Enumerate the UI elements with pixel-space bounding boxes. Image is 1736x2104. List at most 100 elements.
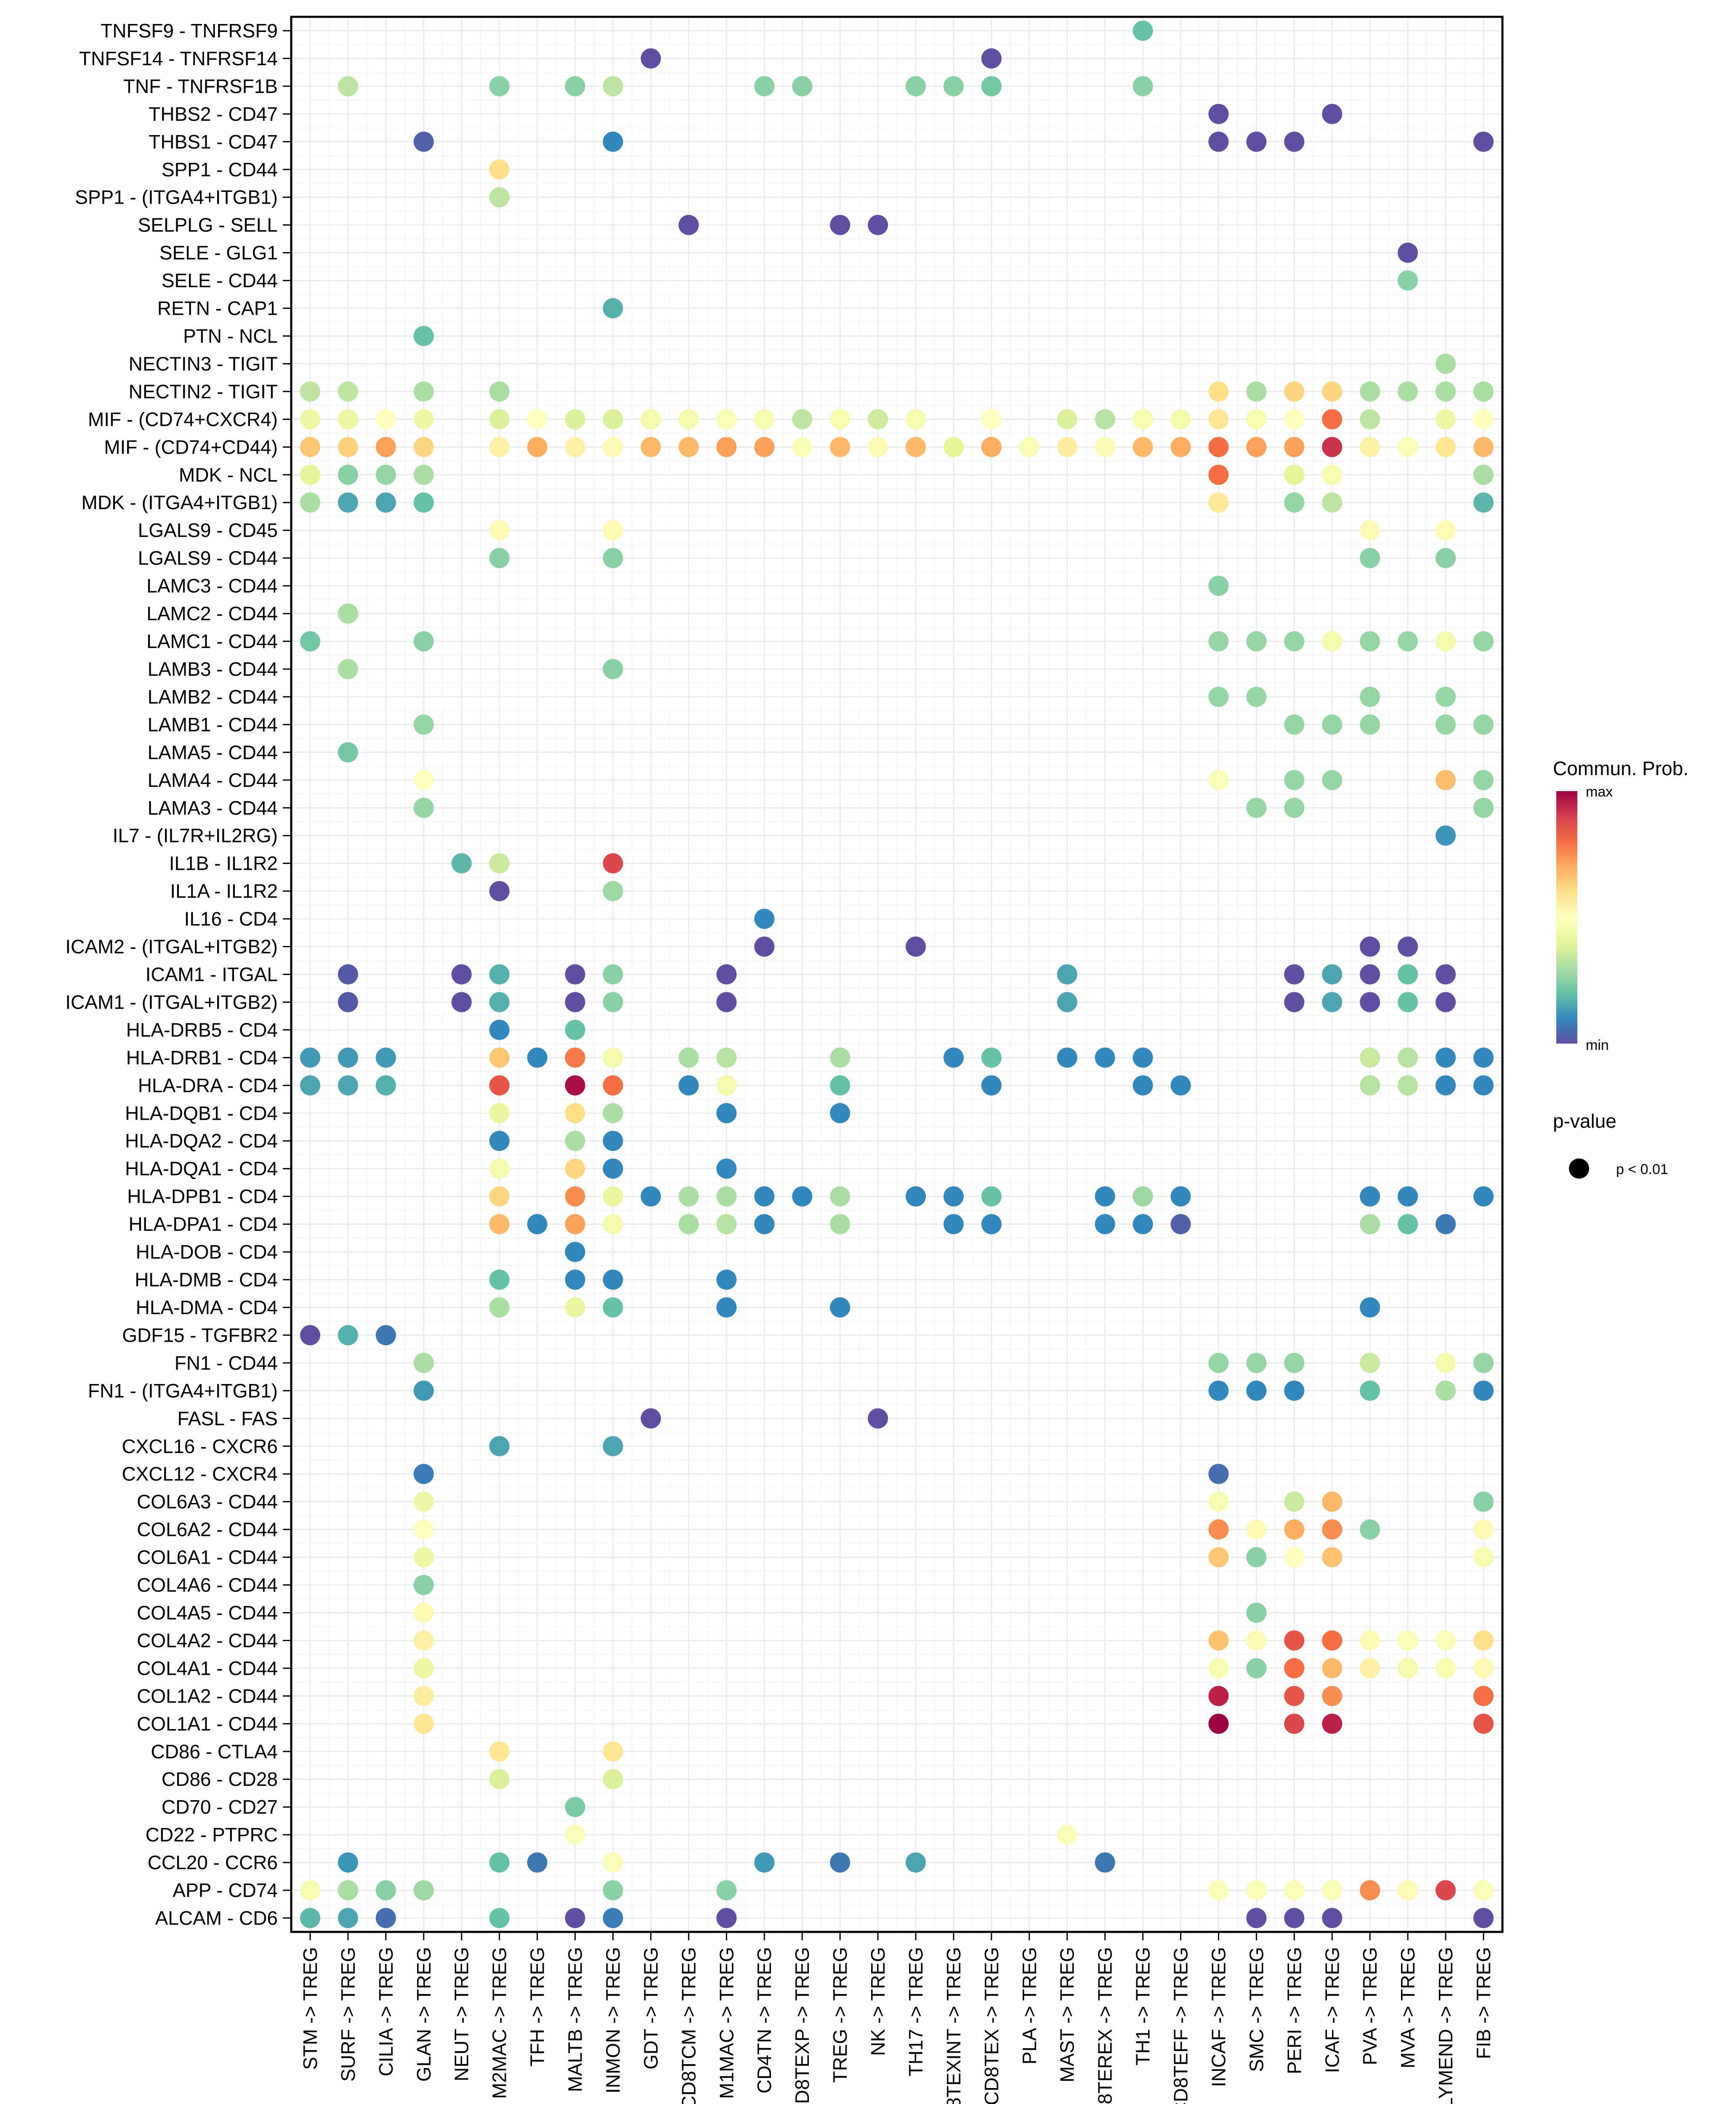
data-point [451, 853, 472, 874]
data-point [603, 1270, 623, 1290]
data-point [603, 520, 623, 541]
data-point [300, 1880, 320, 1901]
y-tick-label: ICAM1 - (ITGAL+ITGB2) [65, 991, 278, 1013]
data-point [489, 964, 510, 985]
data-point [1246, 1547, 1267, 1567]
y-tick-label: TNFSF9 - TNFRSF9 [101, 20, 278, 42]
data-point [413, 1464, 434, 1484]
data-point [1322, 437, 1343, 457]
data-point [603, 1769, 623, 1790]
data-point [1284, 131, 1305, 152]
data-point [716, 1075, 737, 1096]
data-point [603, 409, 623, 430]
data-point [565, 1020, 585, 1040]
data-point [1284, 492, 1305, 513]
data-point [830, 1214, 851, 1235]
data-point [375, 1908, 396, 1929]
data-point [1284, 465, 1305, 485]
data-point [375, 1325, 396, 1345]
data-point [830, 1186, 851, 1207]
data-point [413, 131, 434, 152]
data-point [1322, 492, 1343, 513]
data-point [1436, 1380, 1456, 1401]
y-tick-label: COL1A2 - CD44 [137, 1685, 278, 1707]
grid-lines [291, 16, 1502, 1932]
y-tick-label: COL4A5 - CD44 [137, 1602, 278, 1624]
data-point [1360, 1047, 1380, 1068]
data-point [603, 548, 623, 569]
data-point [1322, 964, 1343, 985]
data-point [1284, 1491, 1305, 1512]
data-point [489, 1131, 510, 1151]
y-tick-label: THBS2 - CD47 [149, 103, 278, 125]
data-point [527, 1214, 548, 1235]
x-tick-label: CD8TEFF -> TREG [1170, 1947, 1192, 2104]
y-tick-label: LAMA4 - CD44 [148, 769, 278, 791]
data-point [1284, 409, 1305, 430]
data-point [413, 1491, 434, 1512]
data-point [565, 1242, 585, 1262]
data-point [1322, 1908, 1343, 1929]
y-tick-label: COL4A2 - CD44 [137, 1629, 278, 1651]
x-tick-label: TH17 -> TREG [905, 1947, 927, 2076]
data-point [1322, 409, 1343, 430]
data-point [1436, 1214, 1456, 1235]
data-point [1095, 1214, 1115, 1235]
data-point [1246, 1602, 1267, 1623]
data-point [905, 76, 926, 96]
data-point [1436, 964, 1456, 985]
y-tick-label: GDF15 - TGFBR2 [122, 1324, 278, 1346]
data-point [1473, 631, 1494, 652]
data-point [981, 1075, 1002, 1096]
y-tick-label: COL4A6 - CD44 [137, 1574, 278, 1596]
x-tick-label: CILIA -> TREG [375, 1947, 397, 2076]
data-point [1436, 353, 1456, 374]
data-point [1322, 1658, 1343, 1679]
data-point [565, 1103, 585, 1124]
y-tick-label: CD70 - CD27 [162, 1796, 278, 1818]
data-point [489, 187, 510, 207]
data-point [338, 381, 358, 402]
data-point [1322, 1630, 1343, 1651]
x-tick-label: NK -> TREG [867, 1947, 889, 2056]
data-point [338, 1880, 358, 1901]
data-point [1208, 492, 1229, 513]
data-point [413, 1713, 434, 1734]
x-axis: STM -> TREG SURF -> TREG CILIA -> TREG GLAN… [299, 1932, 1494, 2104]
data-point [603, 1852, 623, 1873]
data-point [830, 1103, 851, 1124]
data-point [338, 76, 358, 96]
data-point [1208, 381, 1229, 402]
y-tick-label: HLA-DMB - CD4 [135, 1269, 278, 1291]
x-tick-label: LYMEND -> TREG [1435, 1947, 1457, 2104]
data-point [1322, 465, 1343, 485]
data-point [981, 48, 1002, 69]
x-tick-label: SMC -> TREG [1245, 1947, 1267, 2072]
data-point [1436, 825, 1456, 846]
data-point [1284, 1908, 1305, 1929]
data-point [1473, 1630, 1494, 1651]
x-tick-label: TREG -> TREG [829, 1947, 851, 2083]
data-point [905, 1186, 926, 1207]
data-point [1360, 1519, 1380, 1540]
x-tick-label: PERI -> TREG [1283, 1947, 1305, 2074]
data-point [300, 631, 320, 652]
data-point [413, 465, 434, 485]
y-tick-label: RETN - CAP1 [157, 298, 278, 319]
y-tick-label: LAMC2 - CD44 [146, 603, 278, 624]
data-point [641, 437, 661, 457]
data-point [1133, 437, 1153, 457]
x-tick-label: M1MAC -> TREG [715, 1947, 737, 2099]
size-legend-label: p < 0.01 [1616, 1161, 1668, 1177]
data-point [1436, 714, 1456, 735]
data-point [1246, 381, 1267, 402]
y-tick-label: LAMA5 - CD44 [148, 741, 278, 763]
y-tick-label: APP - CD74 [173, 1879, 278, 1901]
data-point [1473, 1658, 1494, 1679]
y-tick-label: TNFSF14 - TNFRSF14 [79, 48, 278, 69]
data-point [565, 1186, 585, 1207]
data-point [1436, 437, 1456, 457]
data-point [375, 465, 396, 485]
colorbar-min-label: min [1586, 1037, 1609, 1053]
data-point [565, 1158, 585, 1179]
